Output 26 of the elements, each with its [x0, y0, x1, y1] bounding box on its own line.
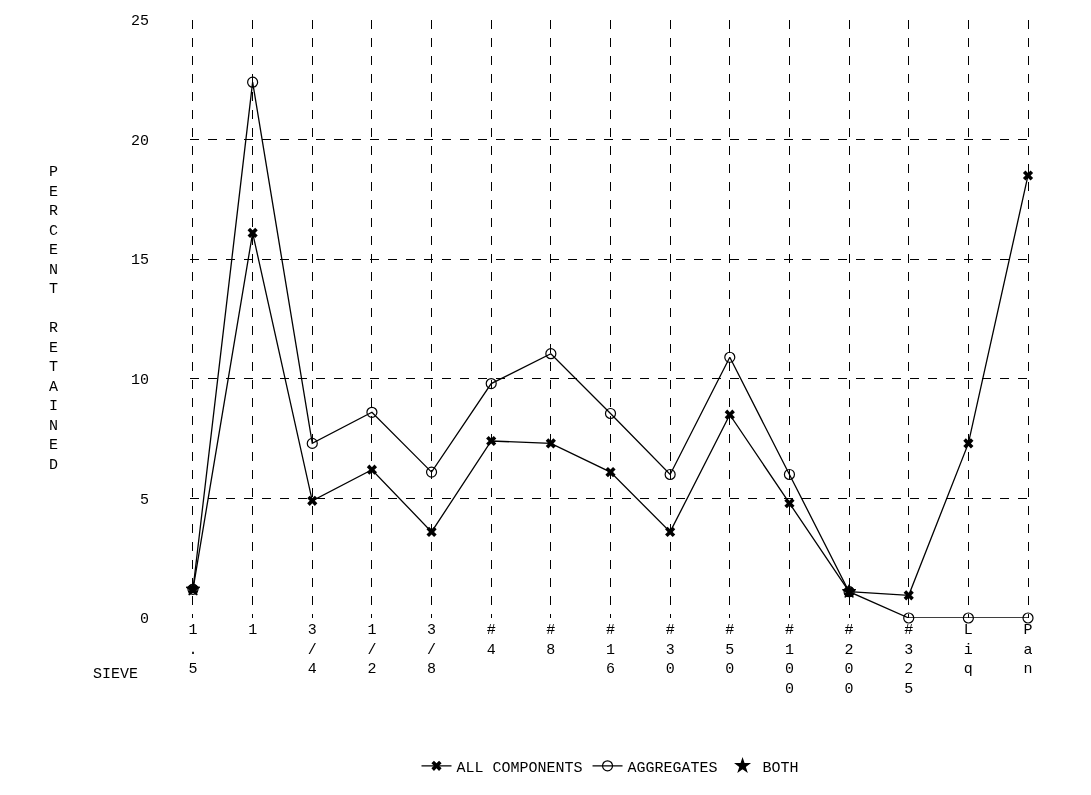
y-tick-label: 0	[139, 611, 149, 629]
x-tick-label: Pan	[1023, 622, 1033, 678]
x-tick-label: #100	[784, 622, 794, 698]
x-tick-label: #4	[486, 622, 496, 659]
x-tick-label: #50	[725, 622, 735, 678]
y-tick-label: 10	[130, 372, 149, 390]
x-axis-title: SIEVE	[93, 666, 139, 683]
y-tick-label: 25	[130, 13, 149, 31]
legend-label: AGGREGATES	[627, 759, 718, 777]
x-tick-label: #325	[904, 622, 914, 698]
x-tick-label: #8	[546, 622, 556, 659]
x-tick-label: 1.5	[188, 622, 198, 678]
y-tick-label: 15	[130, 252, 149, 270]
x-tick-label: 1	[248, 622, 258, 639]
x-tick-label: #30	[665, 622, 675, 678]
y-tick-label: 5	[139, 491, 149, 509]
x-tick-label: 1/2	[367, 622, 377, 678]
x-tick-label: #16	[605, 622, 616, 678]
x-tick-label: Liq	[963, 622, 973, 678]
x-tick-label: 3/8	[427, 622, 437, 678]
legend-label: ALL COMPONENTS	[456, 759, 583, 777]
y-tick-label: 20	[130, 132, 149, 150]
text: PERCENT RETAINED	[49, 164, 59, 474]
x-tick-label: 3/4	[307, 622, 317, 678]
legend-label: BOTH	[762, 759, 799, 777]
x-tick-label: #200	[844, 622, 854, 698]
